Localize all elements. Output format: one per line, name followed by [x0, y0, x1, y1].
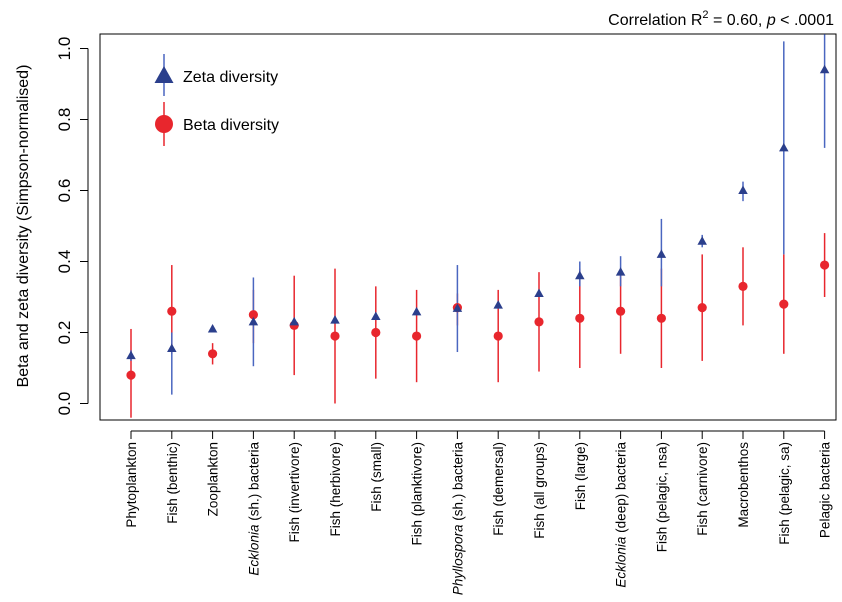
y-axis-label: Beta and zeta diversity (Simpson-normali… [15, 65, 32, 388]
x-tick-label: Fish (carnivore) [695, 442, 710, 536]
zeta-point [452, 303, 463, 312]
zeta-point [779, 142, 789, 152]
beta-point [167, 306, 177, 316]
y-axis: 0.0 0.2 0.4 0.6 0.8 1.0 [55, 37, 89, 416]
legend-zeta-marker [154, 66, 174, 83]
x-tick-label: Macrobenthos [736, 442, 751, 528]
zeta-point [575, 270, 585, 280]
legend: Zeta diversity Beta diversity [154, 54, 279, 146]
beta-point [126, 370, 136, 380]
beta-point [412, 331, 422, 341]
x-tick-label: Fish (small) [369, 442, 384, 512]
x-tick-label: Fish (planktivore) [410, 442, 425, 546]
y-tick-label: 0.0 [55, 392, 74, 416]
data-marks [126, 34, 830, 418]
plot-frame [99, 33, 837, 421]
beta-point [616, 306, 626, 316]
zeta-point [207, 323, 218, 333]
legend-beta-marker [155, 115, 173, 133]
y-tick-label: 0.2 [55, 321, 74, 345]
x-tick-label: Fish (pelagic, sa) [777, 442, 792, 545]
zeta-point [615, 267, 626, 276]
y-tick-label: 1.0 [55, 37, 74, 61]
zeta-point [289, 316, 299, 326]
y-tick-label: 0.4 [55, 250, 74, 274]
x-axis: Phytoplankton Fish (benthic) Zooplankton Ec… [124, 430, 833, 596]
beta-point [208, 349, 218, 359]
y-tick-label: 0.6 [55, 179, 74, 203]
beta-point [738, 281, 748, 291]
zeta-point [493, 300, 503, 309]
zeta-point [371, 311, 381, 321]
zeta-point [126, 350, 136, 360]
x-tick-label: Fish (pelagic, nsa) [654, 442, 669, 552]
x-tick-label: Fish (all groups) [532, 442, 547, 539]
x-tick-label: Fish (benthic) [165, 442, 180, 524]
beta-point [371, 327, 381, 338]
beta-point [534, 317, 544, 327]
correlation-annotation: Correlation R2 = 0.60, p < .0001 [608, 9, 834, 29]
x-tick-label: Fish (large) [573, 442, 588, 510]
x-tick-label: Phyllospora (sh.) bacteria [450, 442, 465, 596]
x-tick-label: Fish (invertivore) [287, 442, 302, 543]
x-tick-label: Fish (herbivore) [328, 442, 343, 537]
x-tick-label: Ecklonia (sh.) bacteria [246, 442, 261, 576]
x-tick-label: Fish (demersal) [491, 442, 506, 536]
beta-point [820, 260, 830, 270]
legend-beta-label: Beta diversity [183, 117, 279, 134]
beta-point [575, 313, 585, 323]
zeta-point [330, 315, 340, 324]
zeta-point [411, 306, 422, 316]
beta-point [779, 299, 789, 309]
zeta-point [248, 316, 259, 326]
x-tick-label: Zooplankton [206, 442, 221, 516]
zeta-point [167, 343, 177, 352]
x-tick-label: Ecklonia (deep) bacteria [614, 442, 629, 588]
y-tick-label: 0.8 [55, 108, 74, 132]
legend-zeta-label: Zeta diversity [183, 69, 278, 86]
beta-point [330, 331, 340, 341]
x-tick-label: Pelagic bacteria [818, 442, 833, 539]
zeta-point [819, 64, 830, 74]
beta-point [248, 310, 258, 320]
zeta-point [697, 236, 707, 245]
beta-point [656, 313, 667, 323]
beta-point [493, 331, 503, 341]
zeta-point [656, 249, 667, 258]
zeta-point [738, 185, 748, 194]
beta-point [697, 303, 707, 313]
zeta-point [534, 288, 544, 297]
x-tick-label: Phytoplankton [124, 442, 139, 528]
